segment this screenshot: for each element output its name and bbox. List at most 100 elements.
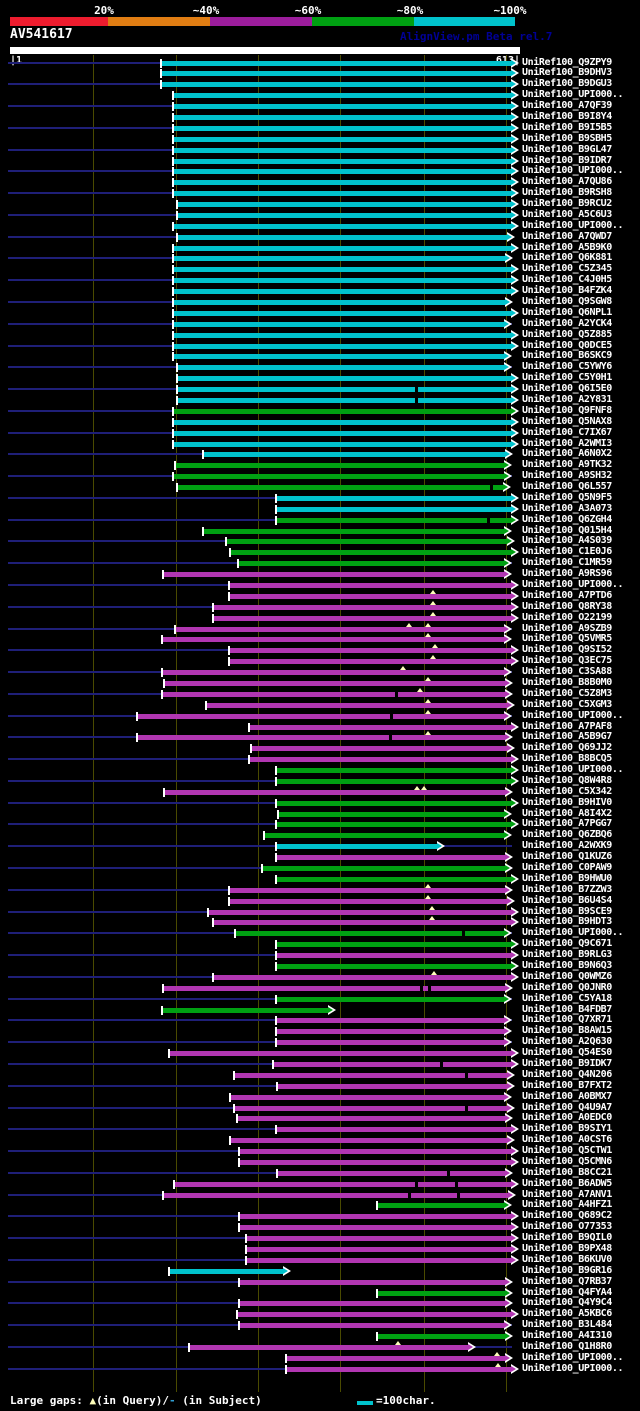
hit-label[interactable]: UniRef100_A0BMX7 — [522, 1090, 612, 1102]
hit-bar[interactable] — [277, 1127, 511, 1133]
hit-bar[interactable] — [207, 702, 507, 708]
hit-bar[interactable] — [164, 985, 505, 991]
hit-label[interactable]: UniRef100_Q5VMR5 — [522, 633, 612, 645]
hit-bar[interactable] — [277, 953, 511, 959]
hit-bar[interactable] — [227, 539, 507, 545]
hit-bar[interactable] — [178, 365, 504, 371]
hit-label[interactable]: UniRef100_A5KBC6 — [522, 1308, 612, 1320]
hit-bar[interactable] — [240, 1159, 511, 1165]
hit-bar[interactable] — [240, 1149, 511, 1154]
hit-bar[interactable] — [274, 1061, 511, 1067]
hit-bar[interactable] — [235, 1105, 507, 1111]
hit-label[interactable]: UniRef100_B4FDB7 — [522, 1003, 612, 1015]
hit-bar[interactable] — [174, 114, 511, 120]
hit-bar[interactable] — [277, 800, 511, 806]
hit-label[interactable]: UniRef100_UPI000.. — [522, 1362, 624, 1374]
hit-bar[interactable] — [174, 474, 504, 480]
hit-label[interactable]: UniRef100_B9GL47 — [522, 143, 612, 155]
hit-label[interactable]: UniRef100_A0CST6 — [522, 1134, 612, 1146]
hit-label[interactable]: UniRef100_A7QU86 — [522, 176, 612, 188]
hit-label[interactable]: UniRef100_Q6L557 — [522, 481, 612, 492]
hit-bar[interactable] — [174, 332, 511, 338]
hit-bar[interactable] — [250, 757, 511, 763]
hit-bar[interactable] — [247, 1247, 511, 1252]
hit-bar[interactable] — [214, 615, 511, 621]
hit-bar[interactable] — [277, 822, 511, 828]
hit-bar[interactable] — [163, 670, 504, 676]
hit-label[interactable]: UniRef100_Q8RY38 — [522, 600, 612, 612]
hit-label[interactable]: UniRef100_Q0JNR0 — [522, 981, 612, 993]
hit-bar[interactable] — [174, 267, 511, 273]
hit-bar[interactable] — [204, 452, 505, 458]
hit-label[interactable]: UniRef100_Q3EC75 — [522, 655, 612, 667]
hit-bar[interactable] — [163, 637, 504, 643]
hit-label[interactable]: UniRef100_O77353 — [522, 1221, 612, 1233]
hit-label[interactable]: UniRef100_Q015H4 — [522, 524, 612, 536]
hit-label[interactable]: UniRef100_UPI000.. — [522, 579, 624, 590]
hit-label[interactable]: UniRef100_A6N0X2 — [522, 448, 612, 460]
hit-bar[interactable] — [247, 1236, 511, 1242]
hit-bar[interactable] — [252, 746, 507, 752]
hit-bar[interactable] — [162, 71, 511, 77]
hit-label[interactable]: UniRef100_A2WMI3 — [522, 437, 612, 449]
hit-bar[interactable] — [247, 1257, 511, 1263]
hit-bar[interactable] — [231, 1094, 504, 1100]
hit-bar[interactable] — [240, 1301, 505, 1307]
hit-bar[interactable] — [287, 1355, 505, 1361]
hit-label[interactable]: UniRef100_Q5CTW1 — [522, 1145, 612, 1156]
hit-label[interactable]: UniRef100_B6U4S4 — [522, 894, 612, 906]
hit-bar[interactable] — [163, 1007, 328, 1013]
hit-label[interactable]: UniRef100_B6ADW5 — [522, 1177, 612, 1189]
hit-label[interactable]: UniRef100_Q6ZGH4 — [522, 513, 612, 525]
hit-bar[interactable] — [174, 408, 511, 414]
hit-bar[interactable] — [178, 376, 511, 382]
hit-label[interactable]: UniRef100_C1E0J6 — [522, 546, 612, 558]
hit-bar[interactable] — [175, 1181, 511, 1187]
hit-label[interactable]: UniRef100_A9SZB9 — [522, 622, 612, 634]
hit-label[interactable]: UniRef100_B9RCU2 — [522, 198, 612, 209]
hit-label[interactable]: UniRef100_Q4FYA4 — [522, 1286, 612, 1298]
hit-bar[interactable] — [190, 1344, 468, 1350]
hit-label[interactable]: UniRef100_Q6I5E0 — [522, 383, 612, 395]
hit-bar[interactable] — [178, 397, 511, 403]
hit-bar[interactable] — [277, 1040, 504, 1046]
hit-bar[interactable] — [214, 974, 511, 980]
hit-label[interactable]: UniRef100_Q5NAX8 — [522, 415, 612, 427]
hit-bar[interactable] — [178, 387, 511, 393]
hit-label[interactable]: UniRef100_A5B9K0 — [522, 241, 612, 253]
hit-label[interactable]: UniRef100_A4S039 — [522, 535, 612, 547]
hit-bar[interactable] — [209, 909, 511, 915]
hit-bar[interactable] — [277, 506, 511, 512]
hit-bar[interactable] — [250, 724, 511, 730]
hit-label[interactable]: UniRef100_Q9ZPY9 — [522, 56, 612, 68]
hit-bar[interactable] — [236, 931, 504, 937]
hit-label[interactable]: UniRef100_B7ZZW3 — [522, 883, 612, 895]
hit-label[interactable]: UniRef100_A0EDC0 — [522, 1112, 612, 1124]
hit-label[interactable]: UniRef100_A7PTD6 — [522, 589, 612, 601]
hit-label[interactable]: UniRef100_B3L484 — [522, 1319, 612, 1331]
hit-label[interactable]: UniRef100_Q6NPL1 — [522, 306, 612, 318]
hit-label[interactable]: UniRef100_Q9SI52 — [522, 644, 612, 656]
hit-label[interactable]: UniRef100_A2Q630 — [522, 1036, 612, 1048]
hit-label[interactable]: UniRef100_Q54ES0 — [522, 1047, 612, 1058]
hit-bar[interactable] — [174, 354, 504, 360]
hit-bar[interactable] — [174, 93, 511, 99]
hit-label[interactable]: UniRef100_B8B0M0 — [522, 676, 612, 688]
hit-bar[interactable] — [378, 1203, 504, 1209]
hit-bar[interactable] — [230, 648, 511, 654]
hit-label[interactable]: UniRef100_Q4N206 — [522, 1068, 612, 1080]
hit-label[interactable]: UniRef100_Q689C2 — [522, 1210, 612, 1222]
hit-bar[interactable] — [277, 996, 504, 1002]
hit-label[interactable]: UniRef100_B9SIY1 — [522, 1123, 612, 1135]
hit-label[interactable]: UniRef100_A7PGG7 — [522, 818, 612, 830]
hit-bar[interactable] — [378, 1334, 505, 1339]
hit-bar[interactable] — [277, 1029, 504, 1035]
hit-bar[interactable] — [174, 104, 511, 109]
hit-bar[interactable] — [174, 158, 511, 164]
hit-bar[interactable] — [138, 735, 505, 741]
hit-label[interactable]: UniRef100_A7QWD7 — [522, 230, 612, 242]
hit-bar[interactable] — [277, 876, 511, 882]
hit-bar[interactable] — [230, 898, 507, 904]
hit-bar[interactable] — [178, 212, 511, 218]
hit-bar[interactable] — [164, 1192, 508, 1198]
